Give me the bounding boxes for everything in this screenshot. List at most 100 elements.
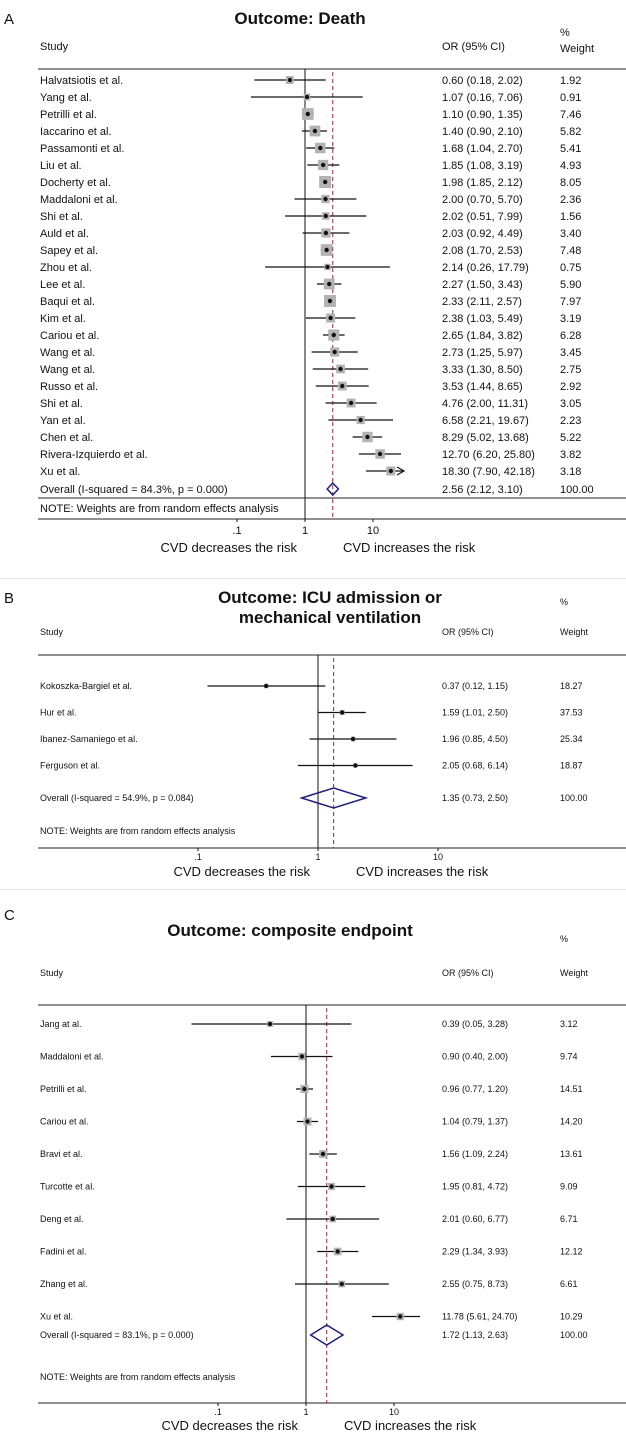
study-weight: 6.61 bbox=[560, 1279, 578, 1289]
odds-ratio-ci: 2.38 (1.03, 5.49) bbox=[442, 313, 523, 325]
odds-ratio-ci: 0.90 (0.40, 2.00) bbox=[442, 1052, 508, 1062]
odds-ratio-ci: 2.01 (0.60, 6.77) bbox=[442, 1214, 508, 1224]
weights-note: NOTE: Weights are from random effects an… bbox=[40, 826, 236, 836]
point-estimate bbox=[324, 247, 329, 253]
odds-ratio-ci: 1.68 (1.04, 2.70) bbox=[442, 143, 523, 155]
study-name: Chen et al. bbox=[40, 432, 93, 444]
study-name: Maddaloni et al. bbox=[40, 1052, 104, 1062]
column-header-weight-percent: % bbox=[560, 27, 570, 39]
study-weight: 14.51 bbox=[560, 1084, 583, 1094]
odds-ratio-ci: 2.55 (0.75, 8.73) bbox=[442, 1279, 508, 1289]
odds-ratio-ci: 2.05 (0.68, 6.14) bbox=[442, 761, 508, 771]
study-name: Fadini et al. bbox=[40, 1247, 87, 1257]
column-header-or: OR (95% CI) bbox=[442, 41, 505, 53]
point-estimate bbox=[332, 349, 337, 355]
odds-ratio-ci: 1.07 (0.16, 7.06) bbox=[442, 92, 523, 104]
odds-ratio-ci: 1.85 (1.08, 3.19) bbox=[442, 160, 523, 172]
study-weight: 18.87 bbox=[560, 761, 583, 771]
study-name: Lee et al. bbox=[40, 279, 85, 291]
point-estimate bbox=[263, 683, 269, 689]
study-weight: 1.56 bbox=[560, 211, 581, 223]
study-weight: 3.82 bbox=[560, 449, 581, 461]
study-weight: 25.34 bbox=[560, 734, 583, 744]
study-name: Auld et al. bbox=[40, 228, 89, 240]
study-name: Yan et al. bbox=[40, 415, 86, 427]
panel-letter: B bbox=[4, 590, 14, 607]
study-weight: 5.22 bbox=[560, 432, 581, 444]
odds-ratio-ci: 18.30 (7.90, 42.18) bbox=[442, 466, 535, 478]
study-weight: 37.53 bbox=[560, 708, 583, 718]
study-name: Deng et al. bbox=[40, 1214, 84, 1224]
study-name: Wang et al. bbox=[40, 364, 95, 376]
axis-tick-label: 1 bbox=[315, 852, 320, 862]
study-weight: 13.61 bbox=[560, 1149, 583, 1159]
forest-plot-icu: B Outcome: ICU admission or mechanical ven… bbox=[0, 585, 626, 885]
point-estimate bbox=[305, 111, 311, 117]
column-header-study: Study bbox=[40, 627, 64, 637]
column-header-weight-percent: % bbox=[560, 597, 568, 607]
study-name: Baqui et al. bbox=[40, 296, 95, 308]
study-weight: 10.29 bbox=[560, 1312, 583, 1322]
panel-letter: C bbox=[4, 907, 15, 924]
odds-ratio-ci: 1.59 (1.01, 2.50) bbox=[442, 708, 508, 718]
study-name: Liu et al. bbox=[40, 160, 82, 172]
study-name: Shi et al. bbox=[40, 398, 83, 410]
right-caption: CVD increases the risk bbox=[343, 540, 476, 555]
point-estimate bbox=[365, 434, 370, 440]
study-name: Jang at al. bbox=[40, 1019, 82, 1029]
forest-plot-composite-svg: C Outcome: composite endpoint Study OR (95%… bbox=[4, 907, 626, 1433]
study-name: Kim et al. bbox=[40, 313, 86, 325]
forest-plot-death-svg: A Outcome: Death Study OR (95% CI)% Weight Ha… bbox=[4, 9, 626, 555]
overall-label: Overall (I-squared = 54.9%, p = 0.084) bbox=[40, 793, 194, 803]
odds-ratio-ci: 3.53 (1.44, 8.65) bbox=[442, 381, 523, 393]
odds-ratio-ci: 2.33 (2.11, 2.57) bbox=[442, 296, 522, 308]
study-weight: 12.12 bbox=[560, 1247, 583, 1257]
overall-label: Overall (I-squared = 83.1%, p = 0.000) bbox=[40, 1330, 194, 1340]
point-estimate bbox=[353, 763, 358, 768]
overall-weight: 100.00 bbox=[560, 484, 594, 496]
overall-weight: 100.00 bbox=[560, 1330, 588, 1340]
point-estimate bbox=[299, 1054, 305, 1059]
odds-ratio-ci: 2.14 (0.26, 17.79) bbox=[442, 262, 529, 274]
column-header-weight: Weight bbox=[560, 968, 588, 978]
study-weight: 9.09 bbox=[560, 1182, 578, 1192]
odds-ratio-ci: 0.96 (0.77, 1.20) bbox=[442, 1084, 508, 1094]
overall-label: Overall (I-squared = 84.3%, p = 0.000) bbox=[40, 484, 228, 496]
point-estimate bbox=[330, 1216, 335, 1222]
study-weight: 14.20 bbox=[560, 1117, 583, 1127]
left-caption: CVD decreases the risk bbox=[161, 1418, 298, 1433]
study-name: Petrilli et al. bbox=[40, 1084, 87, 1094]
odds-ratio-ci: 1.56 (1.09, 2.24) bbox=[442, 1149, 508, 1159]
study-name: Halvatsiotis et al. bbox=[40, 75, 123, 87]
point-estimate bbox=[338, 366, 343, 372]
column-header-or: OR (95% CI) bbox=[442, 627, 494, 637]
chart-title: Outcome: ICU admission or bbox=[218, 588, 442, 607]
overall-diamond bbox=[299, 787, 369, 809]
odds-ratio-ci: 2.02 (0.51, 7.99) bbox=[442, 211, 523, 223]
study-weight: 5.90 bbox=[560, 279, 581, 291]
odds-ratio-ci: 0.37 (0.12, 1.15) bbox=[442, 681, 508, 691]
column-header-weight-percent: % bbox=[560, 934, 568, 944]
study-name: Bravi et al. bbox=[40, 1149, 83, 1159]
study-weight: 3.19 bbox=[560, 313, 581, 325]
study-weight: 2.92 bbox=[560, 381, 581, 393]
study-name: Wang et al. bbox=[40, 347, 95, 359]
point-estimate bbox=[350, 736, 356, 742]
weights-note: NOTE: Weights are from random effects an… bbox=[40, 503, 279, 515]
study-name: Kokoszka-Bargiel et al. bbox=[40, 681, 132, 691]
column-header-study: Study bbox=[40, 41, 69, 53]
odds-ratio-ci: 1.95 (0.81, 4.72) bbox=[442, 1182, 508, 1192]
study-name: Ibanez-Samaniego et al. bbox=[40, 734, 138, 744]
odds-ratio-ci: 4.76 (2.00, 11.31) bbox=[442, 398, 528, 410]
study-name: Docherty et al. bbox=[40, 177, 111, 189]
column-header-weight: Weight bbox=[560, 627, 588, 637]
point-estimate bbox=[335, 1249, 340, 1254]
study-weight: 0.75 bbox=[560, 262, 581, 274]
study-weight: 3.45 bbox=[560, 347, 581, 359]
odds-ratio-ci: 8.29 (5.02, 13.68) bbox=[442, 432, 529, 444]
study-weight: 2.23 bbox=[560, 415, 581, 427]
study-name: Zhang et al. bbox=[40, 1279, 88, 1289]
axis-tick-label: .1 bbox=[232, 525, 241, 537]
point-estimate bbox=[323, 213, 328, 219]
